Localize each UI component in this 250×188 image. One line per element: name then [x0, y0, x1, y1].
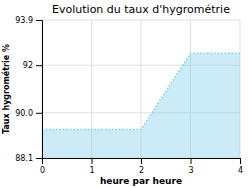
tick-label: 90.0: [15, 109, 33, 118]
x-axis-title: heure par heure: [100, 176, 182, 186]
tick-mark: [36, 158, 42, 159]
tick-label: 93.9: [15, 16, 33, 25]
tick-label: 3: [188, 166, 193, 175]
axis-line: [43, 159, 241, 165]
tick-label: 88.1: [15, 154, 33, 163]
tick: 4: [238, 158, 243, 175]
tick: 0: [40, 158, 45, 175]
tick: 92: [23, 61, 42, 70]
tick: 93.9: [15, 16, 42, 25]
axis-line: [36, 21, 43, 159]
tick: 2: [139, 158, 144, 175]
line: [42, 53, 240, 129]
tick-mark: [240, 158, 241, 164]
grid-line: [42, 20, 240, 21]
y-axis: 88.1 90.0 92 93.9: [15, 16, 42, 163]
marks: [42, 53, 240, 158]
tick-mark: [36, 113, 42, 114]
tick: 1: [89, 158, 94, 175]
area: [42, 53, 240, 158]
y-axis-title: Taux hygrométrie %: [1, 44, 11, 134]
tick-label: 0: [40, 166, 45, 175]
chart: 0 1 2 3 4 88.1 90.0 92 93.9 Evolution du taux d'h…: [0, 0, 250, 188]
tick-mark: [141, 158, 142, 164]
tick-mark: [36, 20, 42, 21]
tick: 90.0: [15, 109, 42, 118]
grid: [42, 20, 240, 158]
tick: 88.1: [15, 154, 42, 163]
tick-mark: [36, 65, 42, 66]
tick-label: 2: [139, 166, 144, 175]
title: Evolution du taux d'hygrométrie: [52, 3, 230, 16]
x-axis: 0 1 2 3 4: [40, 158, 243, 175]
tick-label: 1: [89, 166, 94, 175]
tick-mark: [191, 158, 192, 164]
tick-mark: [92, 158, 93, 164]
tick-label: 92: [23, 61, 33, 70]
tick: 3: [188, 158, 193, 175]
tick-label: 4: [238, 166, 243, 175]
plot: 0 1 2 3 4 88.1 90.0 92 93.9: [15, 16, 243, 175]
